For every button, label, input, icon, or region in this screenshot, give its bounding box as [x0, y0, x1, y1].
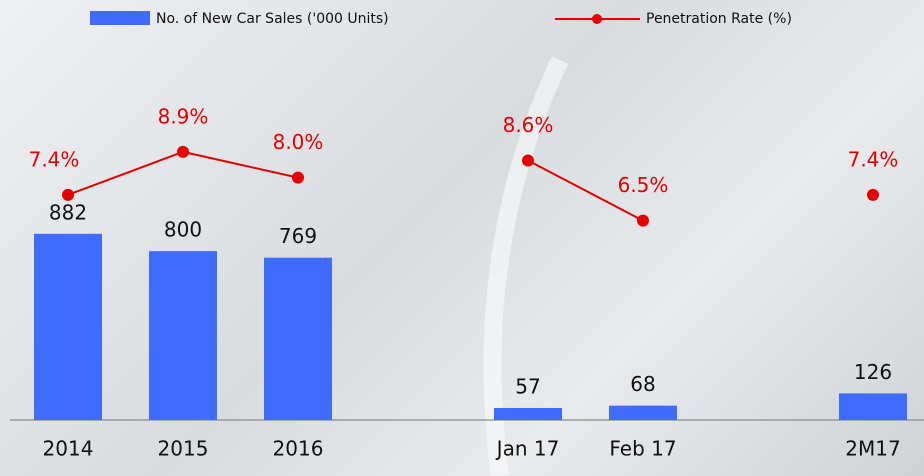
legend-swatch-bar — [90, 11, 150, 25]
line-marker — [292, 171, 304, 184]
bar — [839, 393, 907, 420]
line-marker — [62, 188, 74, 201]
bar-value-label: 68 — [630, 372, 655, 396]
line-marker — [522, 154, 534, 167]
line-marker — [867, 188, 879, 201]
line-value-label: 7.4% — [29, 147, 80, 171]
bar — [149, 251, 217, 420]
line — [67, 150, 299, 196]
line-value-label: 8.9% — [158, 104, 209, 128]
bar — [609, 405, 677, 420]
line — [527, 159, 644, 222]
bar-value-label: 800 — [164, 218, 202, 242]
bar-value-label: 882 — [49, 200, 87, 224]
legend-label: Penetration Rate (%) — [646, 11, 792, 27]
bar-value-label: 769 — [279, 224, 317, 248]
line-marker — [637, 214, 649, 227]
line-value-label: 7.4% — [848, 147, 899, 171]
bar-value-label: 126 — [854, 360, 892, 384]
bar — [494, 407, 562, 420]
x-tick-label: 2015 — [158, 437, 209, 461]
x-tick-label: Jan 17 — [495, 437, 560, 461]
bar-value-label: 57 — [515, 374, 540, 398]
bar — [264, 257, 332, 420]
x-tick-label: Feb 17 — [609, 437, 676, 461]
legend-label: No. of New Car Sales ('000 Units) — [156, 11, 389, 27]
x-tick-label: 2014 — [43, 437, 94, 461]
legend-swatch-marker — [592, 14, 602, 24]
x-tick-label: 2M17 — [845, 437, 900, 461]
line-value-label: 8.0% — [273, 130, 324, 154]
line-value-label: 8.6% — [503, 113, 554, 137]
line-marker — [177, 145, 189, 158]
bar — [34, 233, 102, 420]
line-value-label: 6.5% — [618, 173, 669, 197]
x-tick-label: 2016 — [273, 437, 324, 461]
